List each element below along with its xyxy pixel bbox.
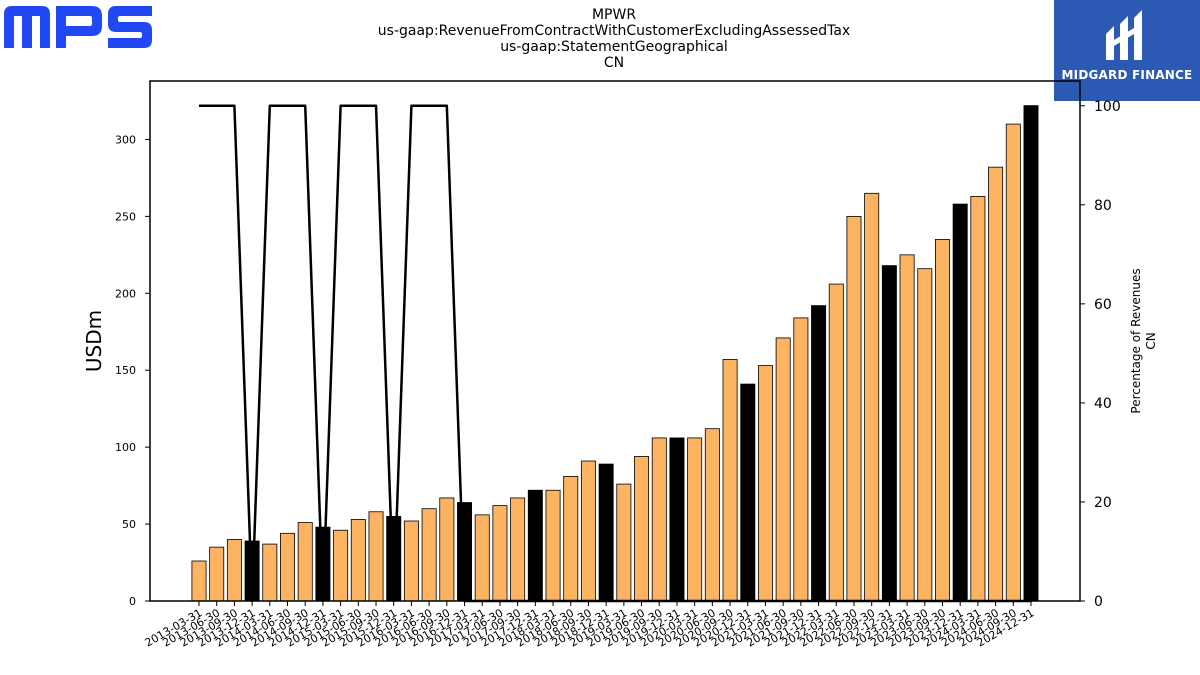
- bar-2021-03-31: [757, 365, 773, 602]
- y-tick-label: 300: [115, 133, 136, 146]
- bar-2014-09-30: [297, 522, 313, 602]
- chart-title-line-3: us-gaap:StatementGeographical: [500, 39, 728, 55]
- y-axis-label: USDm: [82, 310, 106, 372]
- bar-2019-03-31: [616, 483, 632, 602]
- bar-2015-09-30: [368, 511, 384, 602]
- bar-2024-06-30: [988, 166, 1004, 602]
- y2-axis-label-line-2: CN: [1144, 332, 1158, 349]
- chart-title-line-1: MPWR: [591, 7, 637, 23]
- y-tick-label: 0: [129, 595, 136, 608]
- chart-title-line-4: CN: [603, 55, 625, 71]
- bar-2014-06-30: [280, 532, 295, 602]
- y2-tick-label: 60: [1094, 297, 1112, 313]
- bar-2021-06-30: [775, 337, 791, 602]
- bar-2013-09-30: [226, 539, 242, 602]
- axes-layer: [149, 80, 1081, 602]
- bar-2023-09-30: [935, 239, 950, 602]
- y2-tick-label: 40: [1094, 396, 1112, 412]
- midgard-finance-logo: MIDGARD FINANCE: [1054, 0, 1200, 101]
- bar-2022-09-30: [864, 192, 880, 602]
- plot-frame: [149, 80, 1081, 602]
- bar-2023-12-31: [952, 203, 968, 602]
- x-axis-ticks: 2013-03-312013-06-302013-09-302013-12-31…: [143, 601, 1037, 650]
- bar-2017-06-30: [492, 505, 508, 602]
- y2-axis-label-line-1: Percentage of Revenues: [1129, 268, 1143, 413]
- y-tick-label: 100: [115, 441, 136, 454]
- y-tick-label: 150: [115, 364, 136, 377]
- bar-2017-12-31: [527, 489, 543, 602]
- y2-tick-label: 100: [1094, 99, 1121, 115]
- bar-2020-03-31: [687, 437, 703, 602]
- y-tick-label: 200: [115, 287, 136, 300]
- bar-2013-06-30: [209, 546, 225, 602]
- bar-2020-06-30: [704, 428, 720, 602]
- bars-layer: [191, 105, 1039, 602]
- bar-2017-09-30: [510, 497, 526, 602]
- y2-tick-label: 0: [1094, 594, 1103, 610]
- bar-2019-06-30: [634, 455, 650, 602]
- bar-2021-09-30: [793, 317, 809, 602]
- bar-2020-12-31: [740, 383, 756, 602]
- y2-tick-label: 80: [1094, 198, 1112, 214]
- bar-2020-09-30: [722, 359, 738, 602]
- partner-name: MIDGARD FINANCE: [1061, 68, 1193, 82]
- bar-2023-03-31: [899, 254, 915, 602]
- bar-2018-03-31: [545, 489, 561, 602]
- bar-2016-09-30: [439, 497, 455, 602]
- mps-logo: [4, 6, 152, 48]
- y2-axis-ticks: 0 20 40 60 80 100: [1080, 99, 1121, 610]
- bar-2015-06-30: [350, 519, 366, 602]
- bar-2016-06-30: [421, 508, 437, 602]
- bar-2013-03-31: [191, 560, 207, 602]
- bar-2021-12-31: [811, 305, 827, 602]
- y-tick-label: 250: [115, 210, 136, 223]
- bar-2022-03-31: [828, 283, 844, 602]
- bar-2022-12-31: [881, 265, 897, 602]
- bar-2022-06-30: [846, 215, 862, 602]
- bar-2024-09-30: [1005, 123, 1021, 602]
- y-axis-ticks: 0 50 100 150 200 250 300: [115, 133, 150, 608]
- bar-2018-12-31: [598, 463, 614, 602]
- bar-2023-06-30: [917, 268, 933, 602]
- bar-2018-06-30: [563, 475, 579, 602]
- bar-2024-03-31: [970, 195, 986, 602]
- y2-tick-label: 20: [1094, 495, 1112, 511]
- bar-2019-09-30: [651, 437, 667, 602]
- bar-2016-03-31: [403, 520, 419, 602]
- y-tick-label: 50: [122, 518, 136, 531]
- bar-2024-12-31: [1023, 105, 1039, 602]
- bar-2017-03-31: [474, 514, 490, 602]
- bar-2018-09-30: [580, 460, 596, 602]
- bar-2014-03-31: [262, 543, 278, 602]
- chart-title-line-2: us-gaap:RevenueFromContractWithCustomerE…: [377, 23, 851, 39]
- midgard-emblem-icon: [1106, 10, 1142, 60]
- bar-2019-12-31: [669, 437, 685, 602]
- bar-2015-03-31: [333, 529, 349, 602]
